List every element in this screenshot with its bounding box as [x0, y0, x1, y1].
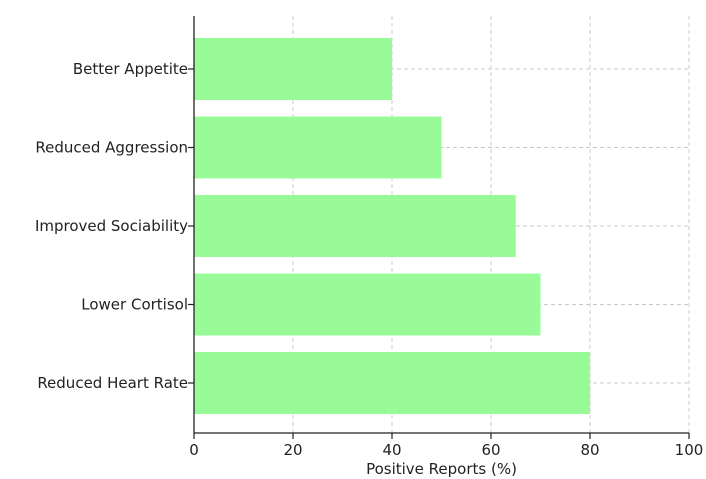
- x-tick-label: 20: [283, 441, 302, 459]
- bars: [194, 38, 590, 414]
- x-tick-label: 100: [675, 441, 704, 459]
- bar: [194, 273, 541, 336]
- x-axis-title: Positive Reports (%): [366, 460, 517, 478]
- bar: [194, 38, 392, 100]
- x-tick-label: 80: [580, 441, 599, 459]
- x-tick-label: 0: [189, 441, 199, 459]
- category-label: Better Appetite: [73, 60, 188, 78]
- category-label: Reduced Heart Rate: [37, 374, 188, 392]
- category-label: Reduced Aggression: [35, 139, 188, 157]
- bar: [194, 352, 590, 414]
- bar: [194, 116, 442, 179]
- category-labels: Reduced Heart Rate Lower Cortisol Improved…: [35, 60, 188, 392]
- axes: [193, 16, 689, 434]
- category-label: Improved Sociability: [35, 217, 188, 235]
- x-tick-label: 40: [382, 441, 401, 459]
- bar: [194, 195, 516, 257]
- category-label: Lower Cortisol: [81, 296, 188, 314]
- ticks: 0 20 40 60 80 100: [188, 68, 704, 459]
- x-tick-label: 60: [481, 441, 500, 459]
